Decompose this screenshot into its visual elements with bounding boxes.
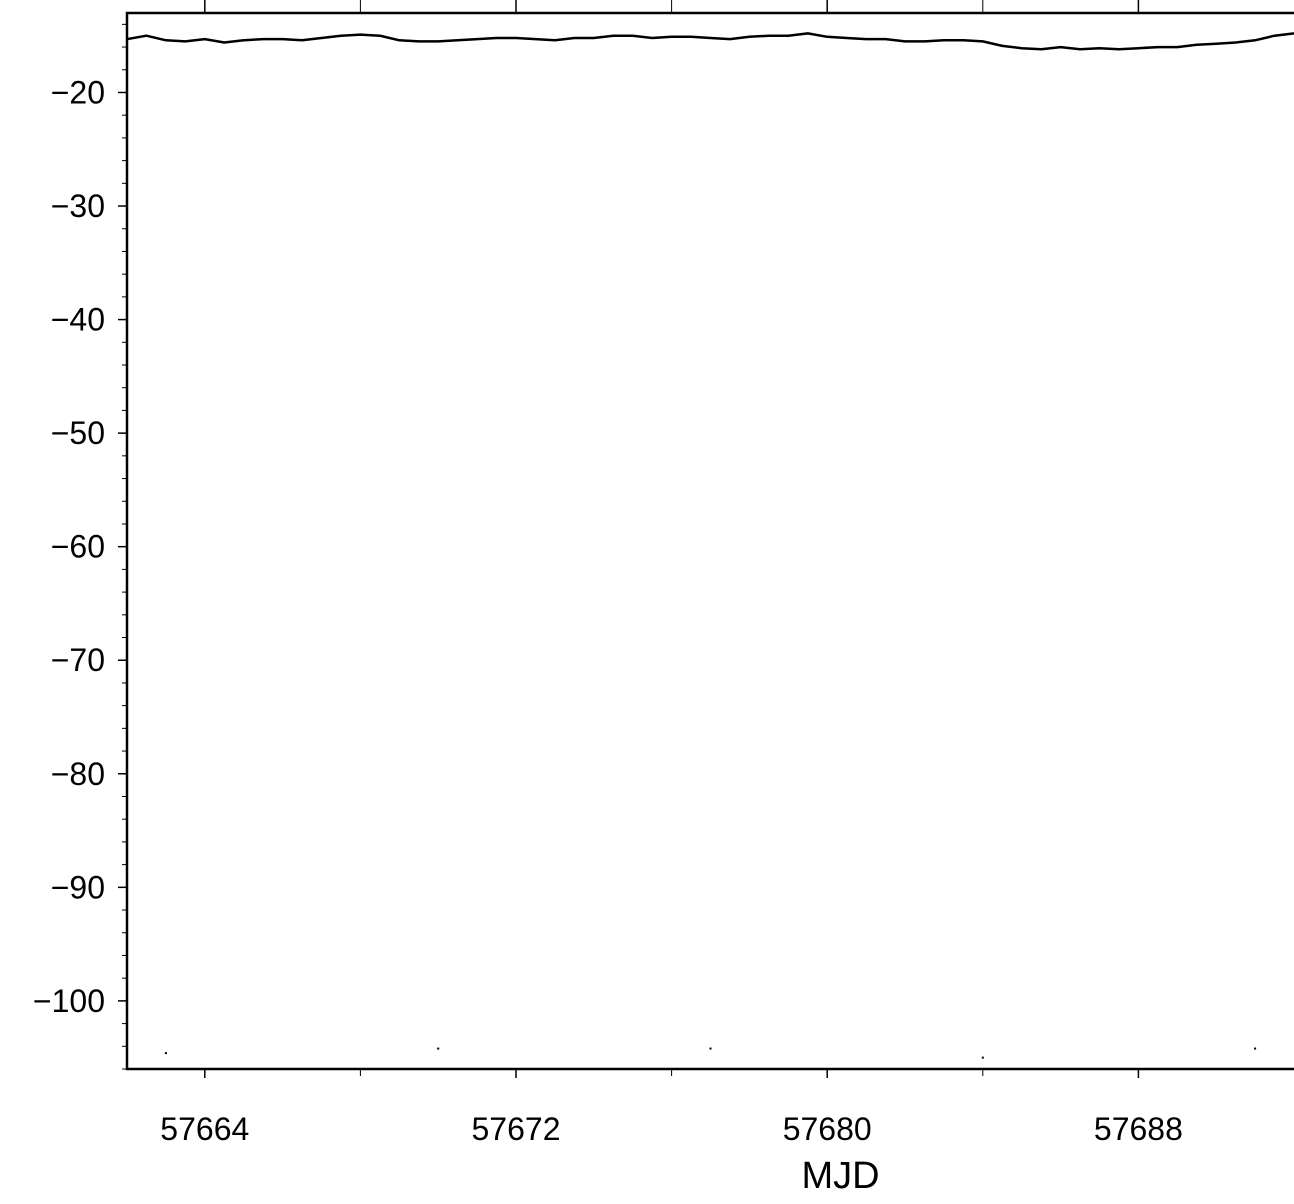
x-tick-label: 57664 [160, 1111, 249, 1147]
x-tick-label: 57688 [1094, 1111, 1183, 1147]
data-point [164, 1052, 167, 1055]
series-line [126, 32, 1294, 51]
data-point [1254, 1047, 1257, 1050]
data-point [981, 1056, 984, 1059]
y-tick-label: −20 [51, 74, 105, 110]
plot-frame [125, 11, 1294, 1071]
y-tick-label: −80 [51, 756, 105, 792]
y-tick-label: −70 [51, 642, 105, 678]
x-tick-label: 57672 [472, 1111, 561, 1147]
y-tick-label: −40 [51, 302, 105, 338]
x-axis-label: MJD [801, 1155, 879, 1197]
data-point [437, 1047, 440, 1050]
axis-ticks [118, 0, 1140, 1078]
y-tick-label: −60 [51, 529, 105, 565]
data-point [709, 1047, 712, 1050]
y-tick-label: −90 [51, 869, 105, 905]
x-tick-label: 57680 [783, 1111, 872, 1147]
tick-labels: 57664 57672 57680 57688 −20 −30 −40 −50 −60 −70 −8… [33, 74, 1183, 1147]
y-tick-label: −50 [51, 415, 105, 451]
y-tick-label: −30 [51, 188, 105, 224]
series-lines [126, 32, 1294, 51]
y-tick-label: −100 [33, 983, 105, 1019]
point-markers [164, 1047, 1257, 1059]
